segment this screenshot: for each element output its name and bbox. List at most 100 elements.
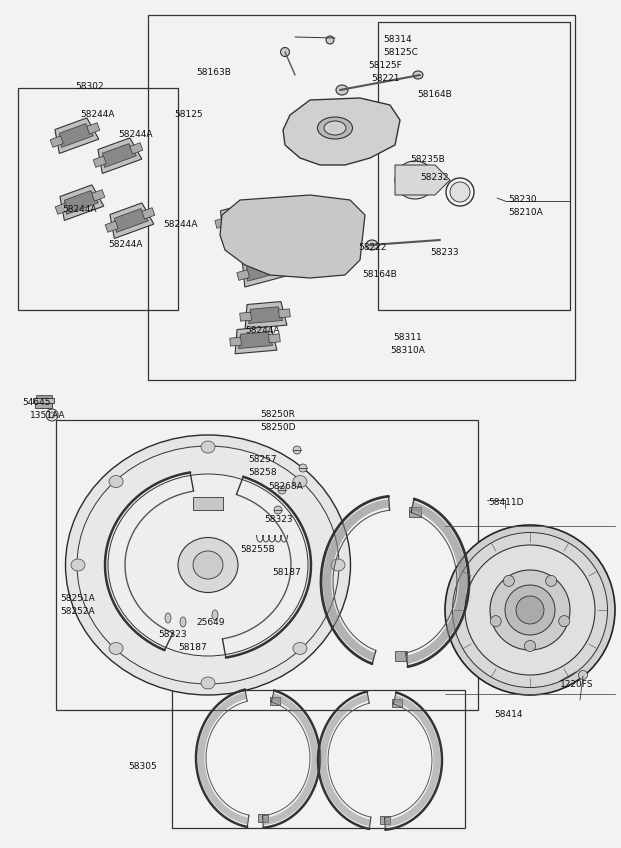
Text: 58244A: 58244A [245,326,279,335]
Bar [172,690,465,828]
Polygon shape [270,697,279,705]
Ellipse shape [450,182,470,202]
Text: 25649: 25649 [196,618,225,627]
Polygon shape [102,143,137,167]
Ellipse shape [465,545,595,675]
Polygon shape [409,506,421,516]
Ellipse shape [109,643,123,655]
Text: 58235B: 58235B [410,155,445,164]
Polygon shape [105,221,118,232]
Bar [18,88,178,310]
Ellipse shape [293,446,301,454]
Ellipse shape [108,474,308,656]
Polygon shape [55,203,68,215]
Ellipse shape [525,640,535,651]
Polygon shape [242,254,286,287]
Ellipse shape [281,47,289,57]
Text: 54645: 54645 [22,398,50,407]
Text: 58268A: 58268A [268,482,303,491]
Ellipse shape [331,559,345,571]
Text: 58250R: 58250R [260,410,295,419]
Text: 58210A: 58210A [508,208,543,217]
Ellipse shape [293,476,307,488]
Ellipse shape [505,585,555,635]
Polygon shape [279,309,290,318]
Ellipse shape [490,570,570,650]
Ellipse shape [516,596,544,624]
Polygon shape [215,218,227,228]
Ellipse shape [293,643,307,655]
Polygon shape [392,699,402,707]
Polygon shape [193,497,223,510]
Text: 58314: 58314 [383,35,412,44]
Polygon shape [220,195,365,278]
Polygon shape [60,185,104,220]
Polygon shape [238,332,273,349]
Text: 58311: 58311 [393,333,422,342]
Polygon shape [258,814,268,822]
Ellipse shape [579,671,587,679]
Ellipse shape [326,36,334,44]
Ellipse shape [201,677,215,689]
Polygon shape [110,203,154,238]
Polygon shape [379,816,390,823]
Polygon shape [245,302,287,329]
Polygon shape [220,202,263,235]
Ellipse shape [395,161,435,199]
Ellipse shape [317,117,353,139]
Bar [378,22,570,310]
Polygon shape [33,398,54,403]
Text: 58244A: 58244A [108,240,142,249]
Ellipse shape [71,559,85,571]
Ellipse shape [445,525,615,695]
Text: 58125F: 58125F [368,61,402,70]
Ellipse shape [193,551,223,579]
Text: 58251A: 58251A [60,594,95,603]
Ellipse shape [299,464,307,472]
Ellipse shape [400,166,430,194]
Polygon shape [36,395,52,398]
Ellipse shape [413,71,423,79]
Polygon shape [130,142,143,154]
Text: 58414: 58414 [494,710,522,719]
Text: 58125C: 58125C [383,48,418,57]
Polygon shape [247,259,280,282]
Ellipse shape [178,538,238,593]
Text: 58305: 58305 [128,762,156,771]
Ellipse shape [201,441,215,453]
Ellipse shape [77,446,339,684]
Ellipse shape [180,617,186,627]
Polygon shape [394,650,407,661]
Ellipse shape [366,240,378,250]
Polygon shape [235,326,277,354]
Ellipse shape [46,409,58,421]
Ellipse shape [336,85,348,95]
Text: 1220FS: 1220FS [560,680,594,689]
Text: 58221: 58221 [371,74,399,83]
Text: 58258: 58258 [248,468,276,477]
Polygon shape [248,307,283,323]
Polygon shape [283,98,400,165]
Text: 58252A: 58252A [60,607,94,616]
Text: 58244A: 58244A [62,205,96,214]
Ellipse shape [274,506,282,514]
Ellipse shape [212,610,218,620]
Text: 58187: 58187 [178,643,207,652]
Ellipse shape [490,616,501,627]
Text: 58411D: 58411D [488,498,524,507]
Polygon shape [225,208,258,229]
Text: 58163B: 58163B [196,68,231,77]
Ellipse shape [49,412,55,418]
Polygon shape [50,136,63,148]
Polygon shape [274,259,287,271]
Text: 58323: 58323 [158,630,187,639]
Text: 58250D: 58250D [260,423,296,432]
Text: 58244A: 58244A [163,220,197,229]
Ellipse shape [109,476,123,488]
Ellipse shape [546,576,556,586]
Polygon shape [253,208,265,218]
Text: 58310A: 58310A [390,346,425,355]
Ellipse shape [278,486,286,494]
Polygon shape [395,165,450,195]
Polygon shape [35,403,52,408]
